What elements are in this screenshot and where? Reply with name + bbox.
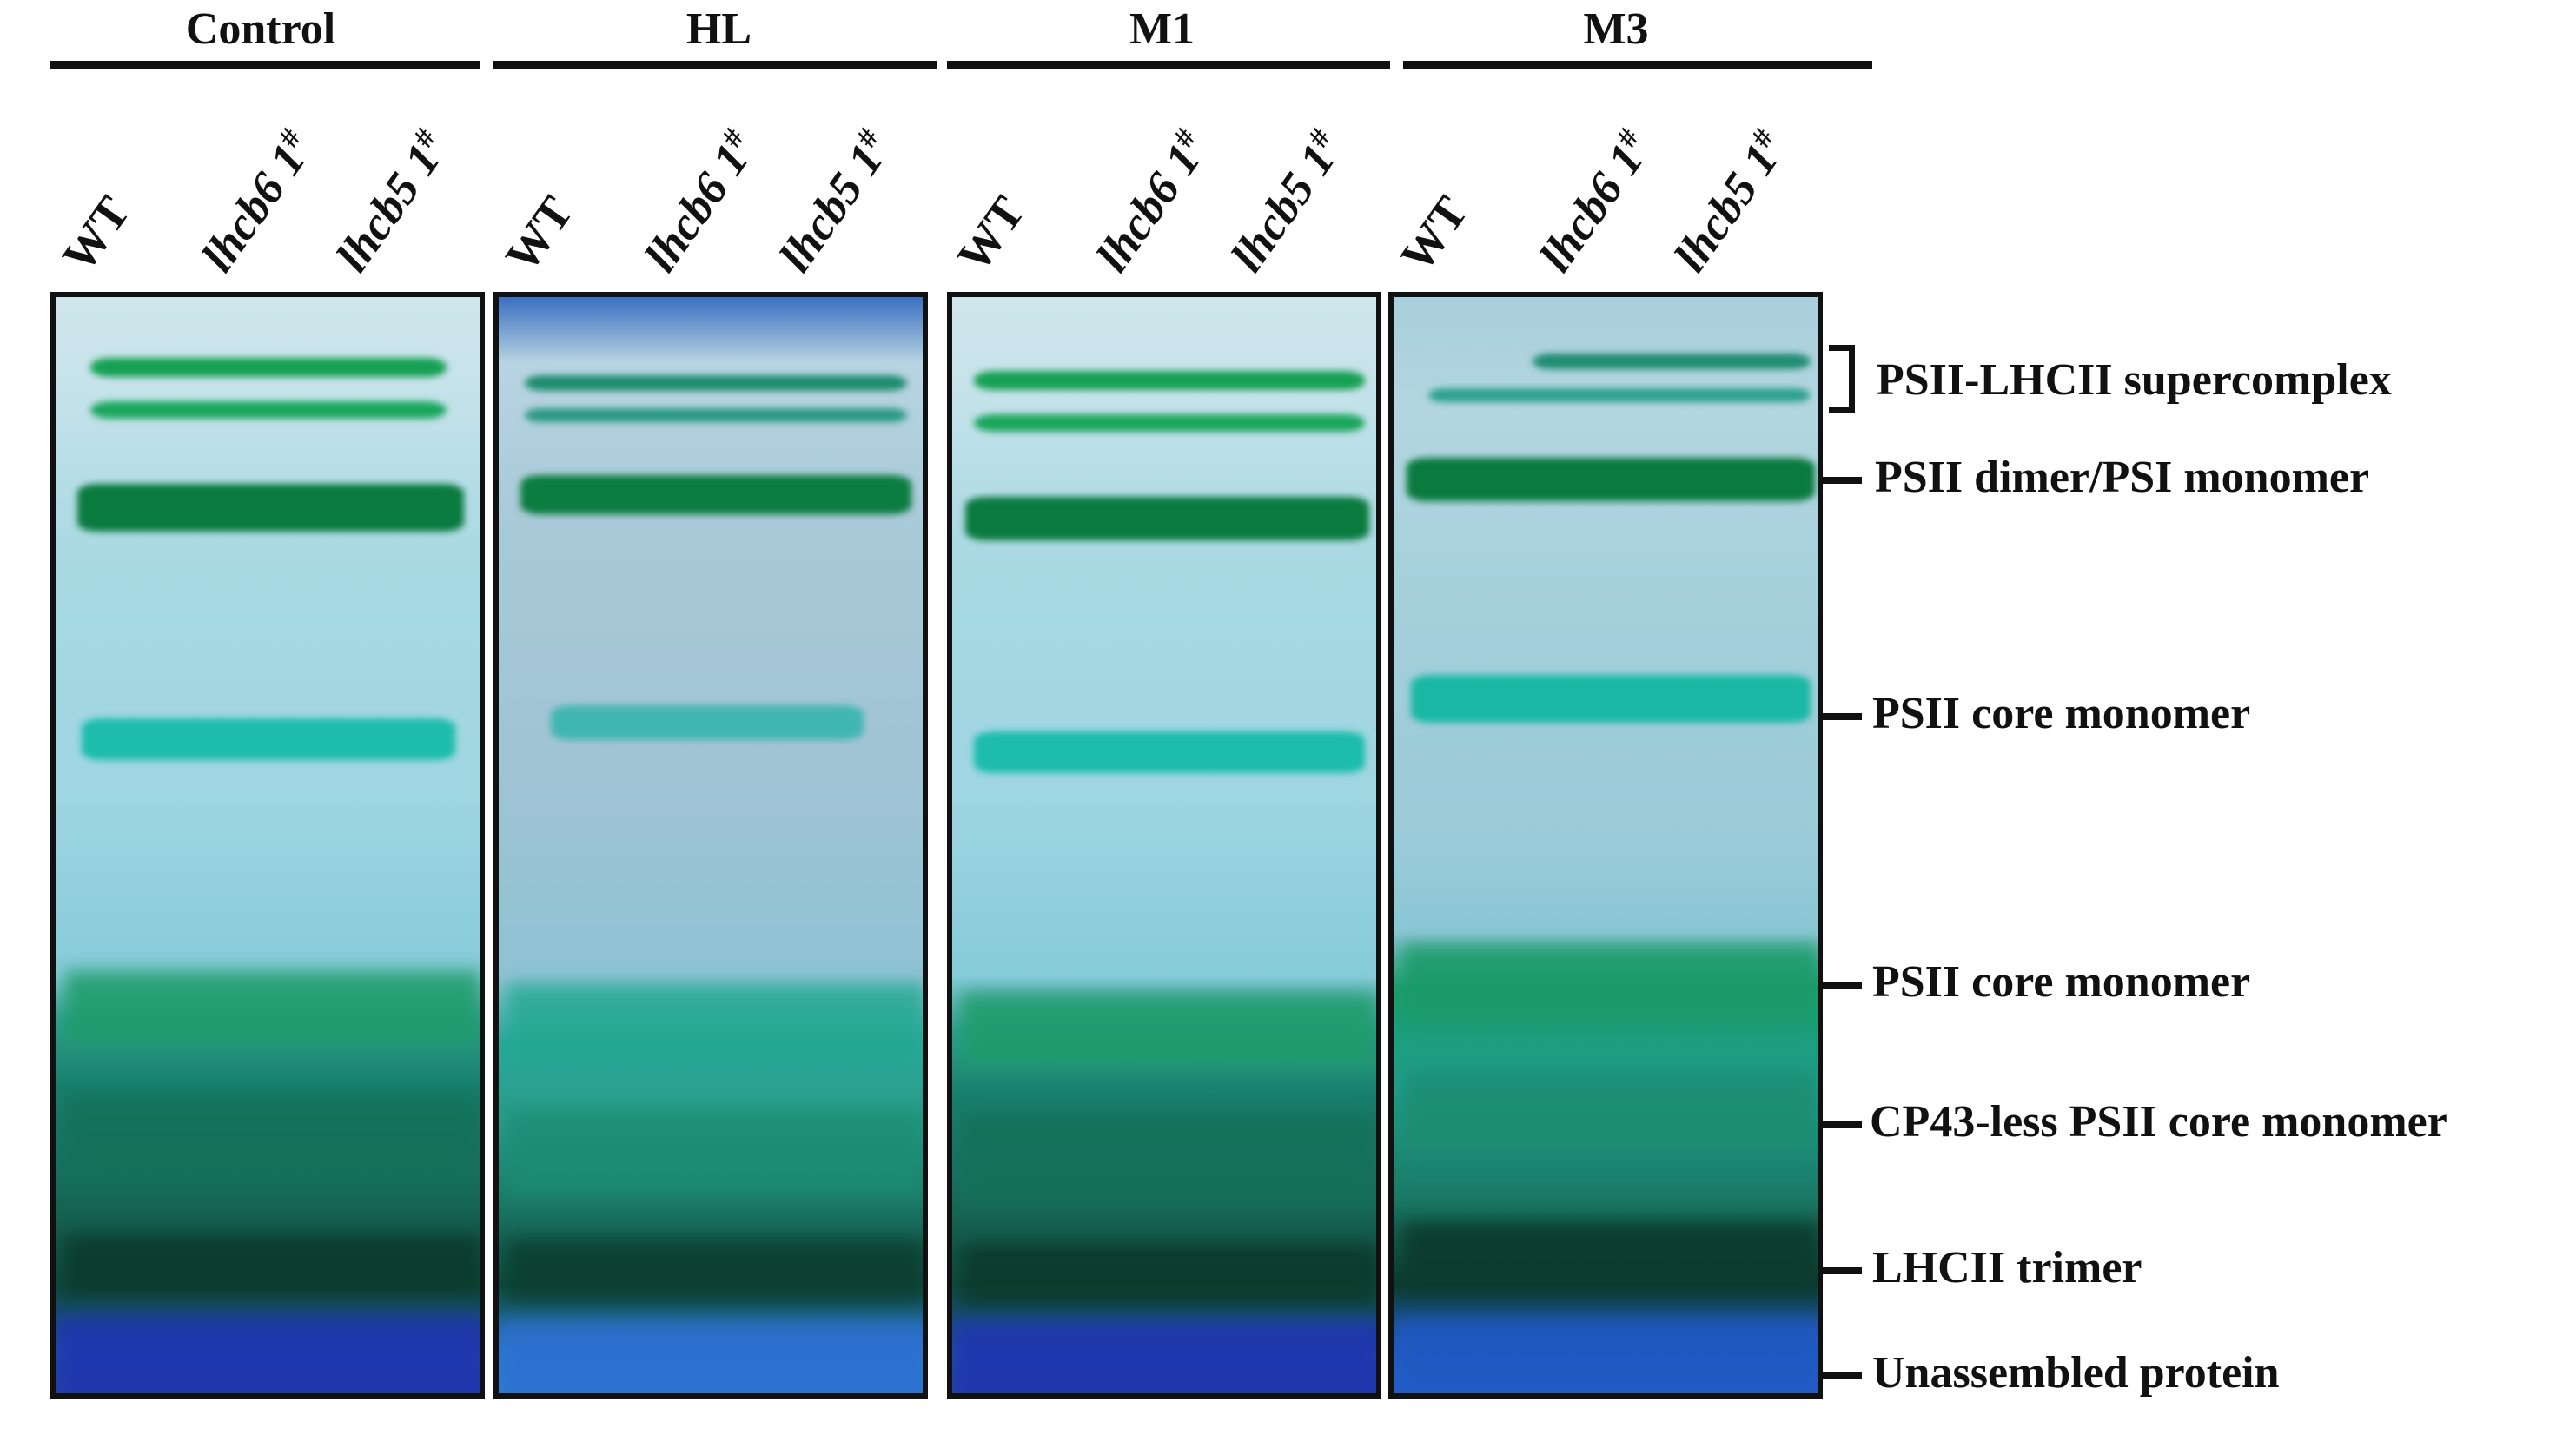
lane-label-lhcb5: lhcb5 1#: [1663, 122, 1797, 281]
smear-lhcii: [961, 1244, 1376, 1305]
group-title-m3: M3: [1583, 4, 1649, 54]
gel-panel-m1: [947, 292, 1381, 1399]
group-bar-hl: [493, 61, 937, 69]
smear-unassembled: [952, 1322, 1376, 1393]
group-title-m1: M1: [1129, 4, 1195, 54]
marker-line-psii-core-2: [1823, 982, 1862, 989]
smear-cp43: [1402, 1070, 1818, 1157]
lane-label-text: lhcb5 1: [326, 135, 450, 281]
smear-unassembled: [1394, 1318, 1818, 1393]
band-psii-dimer: [77, 484, 464, 532]
marker-line-unassembled: [1823, 1372, 1862, 1379]
smear-core-monomer: [64, 970, 480, 1044]
band-psii-dimer: [520, 475, 911, 514]
lane-label-wt: WT: [1389, 187, 1478, 281]
band-psii-dimer: [1407, 458, 1815, 501]
smear-cp43: [64, 1096, 480, 1192]
band-supercomplex-upper: [90, 358, 447, 377]
smear-cp43: [507, 1109, 923, 1196]
gel-background: [56, 297, 480, 1393]
lane-label-text: lhcb6 1: [634, 135, 758, 281]
smear-cp43: [961, 1114, 1376, 1209]
gel-panel-hl: [493, 292, 928, 1399]
group-bar-control: [50, 61, 480, 69]
band-psii-dimer: [965, 497, 1369, 540]
marker-label-lhcii-trimer: LHCII trimer: [1872, 1243, 2142, 1293]
lane-label-text: lhcb6 1: [1529, 135, 1653, 281]
lane-label-wt: WT: [946, 187, 1035, 281]
lane-label-lhcb5: lhcb5 1#: [325, 122, 459, 281]
smear-unassembled: [56, 1318, 480, 1393]
lane-label-lhcb5: lhcb5 1#: [1220, 122, 1354, 281]
gel-background: [952, 297, 1376, 1393]
lane-label-lhcb6: lhcb6 1#: [1528, 122, 1662, 281]
smear-core-monomer: [961, 992, 1376, 1066]
lane-label-wt: WT: [51, 187, 140, 281]
band-supercomplex-lower: [1428, 388, 1811, 402]
group-bar-m1: [947, 61, 1390, 69]
lane-label-text: WT: [495, 187, 583, 281]
lane-label-lhcb6: lhcb6 1#: [633, 122, 767, 281]
band-supercomplex-lower: [974, 414, 1365, 432]
smear-lhcii: [1402, 1222, 1818, 1287]
group-title-hl: HL: [685, 4, 752, 54]
marker-line-psii-core-1: [1823, 713, 1862, 720]
lane-label-text: WT: [52, 187, 140, 281]
smear-unassembled: [499, 1322, 923, 1393]
smear-lhcii: [64, 1235, 480, 1296]
lane-label-lhcb5: lhcb5 1#: [768, 122, 902, 281]
lane-label-lhcb6: lhcb6 1#: [190, 122, 324, 281]
band-supercomplex-upper: [1533, 354, 1811, 369]
lane-label-text: lhcb6 1: [191, 135, 315, 281]
marker-line-psii-dimer: [1823, 477, 1862, 484]
lane-label-text: lhcb5 1: [1221, 135, 1345, 281]
marker-label-psii-core-1: PSII core monomer: [1872, 689, 2251, 738]
marker-label-psii-dimer: PSII dimer/PSI monomer: [1875, 453, 2370, 502]
marker-label-cp43-less: CP43-less PSII core monomer: [1870, 1097, 2447, 1147]
lane-label-text: WT: [947, 187, 1035, 281]
lane-label-text: lhcb6 1: [1086, 135, 1210, 281]
supercomplex-bracket: [1829, 345, 1855, 413]
band-supercomplex-lower: [525, 408, 907, 422]
lane-label-text: WT: [1390, 187, 1478, 281]
lane-label-text: lhcb5 1: [1664, 135, 1788, 281]
group-title-control: Control: [185, 4, 336, 54]
marker-label-supercomplex: PSII-LHCII supercomplex: [1877, 355, 2392, 405]
smear-core-monomer: [1402, 944, 1818, 1022]
band-psii-core: [1411, 675, 1811, 723]
marker-label-psii-core-2: PSII core monomer: [1872, 957, 2251, 1007]
band-psii-core: [974, 731, 1365, 773]
gel-background: [499, 297, 923, 1393]
smear-core-monomer: [507, 983, 923, 1061]
lane-label-wt: WT: [494, 187, 583, 281]
band-supercomplex-upper: [974, 371, 1365, 390]
marker-line-lhcii-trimer: [1823, 1267, 1862, 1274]
group-bar-m3: [1403, 61, 1872, 69]
lane-label-text: lhcb5 1: [769, 135, 893, 281]
band-supercomplex-lower: [90, 401, 447, 419]
marker-line-cp43-less: [1823, 1121, 1862, 1128]
band-psii-core: [82, 718, 455, 760]
smear-lhcii: [507, 1240, 923, 1300]
band-psii-core: [551, 705, 864, 740]
band-supercomplex-upper: [525, 375, 907, 391]
gel-panel-m3: [1388, 292, 1823, 1399]
gel-panel-control: [50, 292, 485, 1399]
lane-label-lhcb6: lhcb6 1#: [1085, 122, 1219, 281]
marker-label-unassembled: Unassembled protein: [1872, 1348, 2280, 1398]
